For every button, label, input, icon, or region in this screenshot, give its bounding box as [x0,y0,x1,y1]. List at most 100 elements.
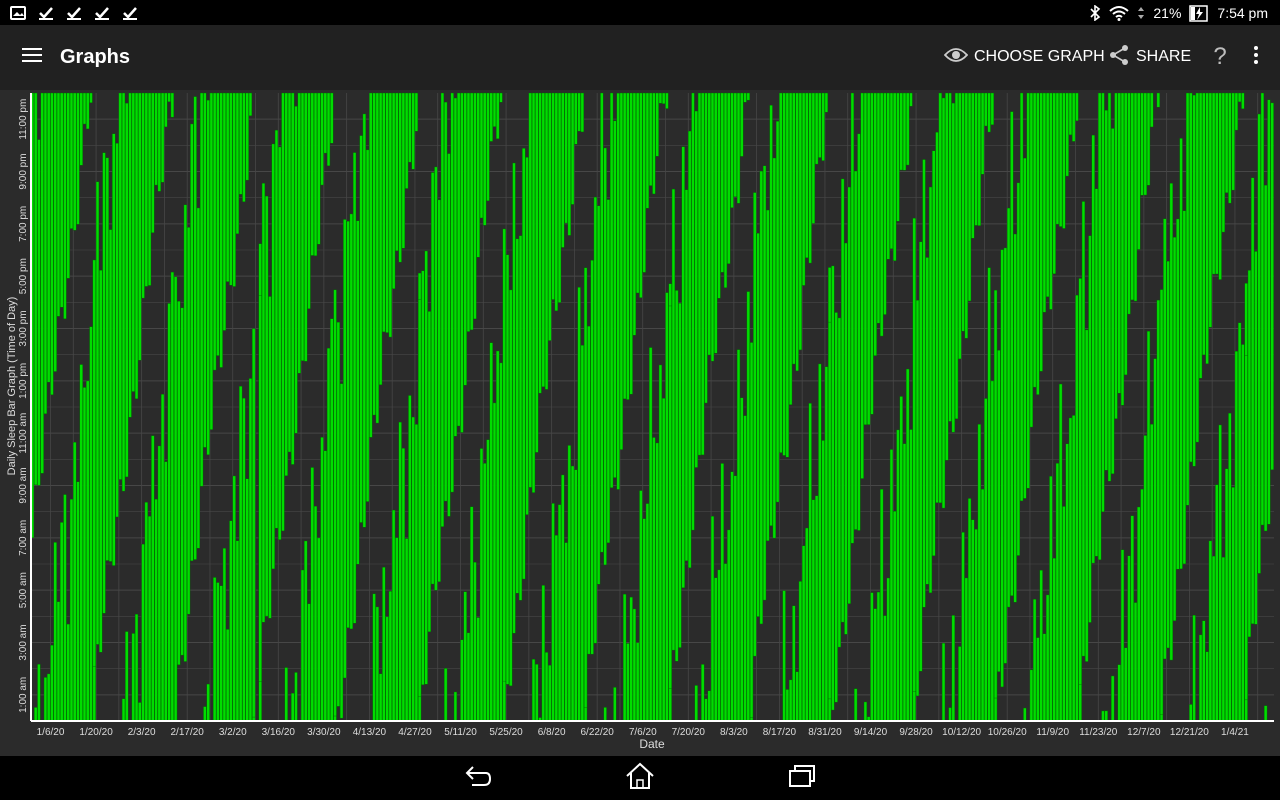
sleep-bar-chart[interactable]: 1:00 am 3:00 am 5:00 am 7:00 am 9:00 am 11:00… [0,90,1280,756]
sleep-bar [138,92,142,361]
sleep-bar [785,689,789,722]
x-tick-label: 3/30/20 [307,727,341,738]
sleep-bar [502,228,506,682]
sleep-bar [1124,647,1128,722]
choose-graph-label: CHOOSE GRAPH [974,48,1105,65]
sleep-bar [984,398,988,722]
sleep-bar [356,220,360,565]
sleep-bar [554,92,558,312]
sleep-bar [125,102,129,478]
sleep-bar [603,147,607,566]
sleep-bar [886,577,890,722]
sleep-bar [1036,637,1040,722]
y-tick-label: 9:00 am [18,467,29,503]
system-status: 21% 7:54 pm [1089,0,1268,25]
help-icon: ? [1213,43,1227,70]
sleep-bar [235,540,240,722]
sleep-bar [131,633,135,722]
home-button[interactable] [620,762,660,794]
sleep-bar [440,92,445,527]
sleep-bar [1251,177,1255,624]
y-tick-label: 11:00 pm [18,99,29,140]
sleep-bar [317,537,321,722]
battery-charging-icon [1189,4,1209,22]
sleep-bar [291,92,295,465]
sleep-bar [522,148,526,580]
sleep-bar [928,186,933,594]
sleep-bar [886,92,890,260]
choose-graph-button[interactable]: CHOOSE GRAPH [943,42,1105,72]
sleep-bar [1104,110,1108,471]
sleep-bar [525,157,529,515]
sleep-bar [226,629,230,722]
sleep-bar [365,149,370,502]
sleep-bar [785,92,789,458]
recents-button[interactable] [782,762,822,794]
sleep-bar [271,143,275,570]
back-button[interactable] [458,762,498,794]
menu-button[interactable] [16,41,48,73]
sleep-bar [330,318,334,722]
sleep-bar [141,92,145,299]
sleep-bar [473,92,477,320]
share-button[interactable]: SHARE [1108,42,1191,72]
sleep-bar [671,188,676,651]
x-axis-title: Date [639,737,665,751]
sleep-bar [814,92,819,165]
sleep-bar [984,92,988,127]
sleep-bar [60,92,64,308]
sleep-bar [147,92,152,286]
sleep-bar [382,566,386,722]
sleep-bar [395,537,399,722]
sleep-bar [326,92,331,167]
sleep-bar [86,92,90,130]
sleep-bar [766,209,770,542]
sleep-bar [1120,549,1125,722]
sleep-bar [880,489,884,722]
sleep-bar [1221,556,1225,722]
sleep-bar [665,92,669,109]
sleep-bar [92,259,96,667]
sleep-bar [831,265,835,711]
sleep-bar [951,102,955,433]
sleep-bar [1156,92,1160,108]
sleep-bar [190,123,194,562]
sleep-bar [1133,602,1138,722]
sleep-bar [909,92,913,107]
sleep-bar [157,445,161,722]
recents-icon [787,764,817,793]
sleep-bar [375,606,379,722]
sleep-bar [893,92,897,261]
sleep-bar [1234,92,1239,131]
sleep-bars [30,92,1274,722]
sleep-bar [746,291,750,722]
sleep-bar [580,345,584,722]
sleep-bar [375,92,379,424]
help-button[interactable]: ? [1210,42,1230,72]
sleep-bar [993,289,998,699]
sleep-bar [1211,555,1216,722]
chart-area: 1:00 am 3:00 am 5:00 am 7:00 am 9:00 am 11:00… [0,90,1280,756]
sleep-bar [1150,424,1154,722]
sleep-bar [1127,92,1131,315]
sleep-bar [1046,92,1050,297]
more-vert-icon [1253,45,1259,70]
sleep-bar [541,92,545,388]
overflow-menu-button[interactable] [1246,42,1266,72]
sleep-bar [1075,294,1079,722]
sleep-bar [1260,92,1265,526]
sleep-bar [876,92,881,324]
sleep-bar [1068,417,1073,722]
sleep-bar [1013,233,1017,603]
sleep-bar [79,92,83,166]
sleep-bar [151,435,155,722]
sleep-bar [421,270,425,685]
sleep-bar [1211,92,1216,275]
check-icon [94,6,110,20]
sleep-bar [489,342,493,722]
sleep-bar [346,221,350,628]
y-axis-title: Daily Sleep Bar Graph (Time of Day) [6,297,18,476]
sleep-bar [623,593,627,722]
sleep-bar [561,474,565,722]
sleep-bar [108,229,113,562]
